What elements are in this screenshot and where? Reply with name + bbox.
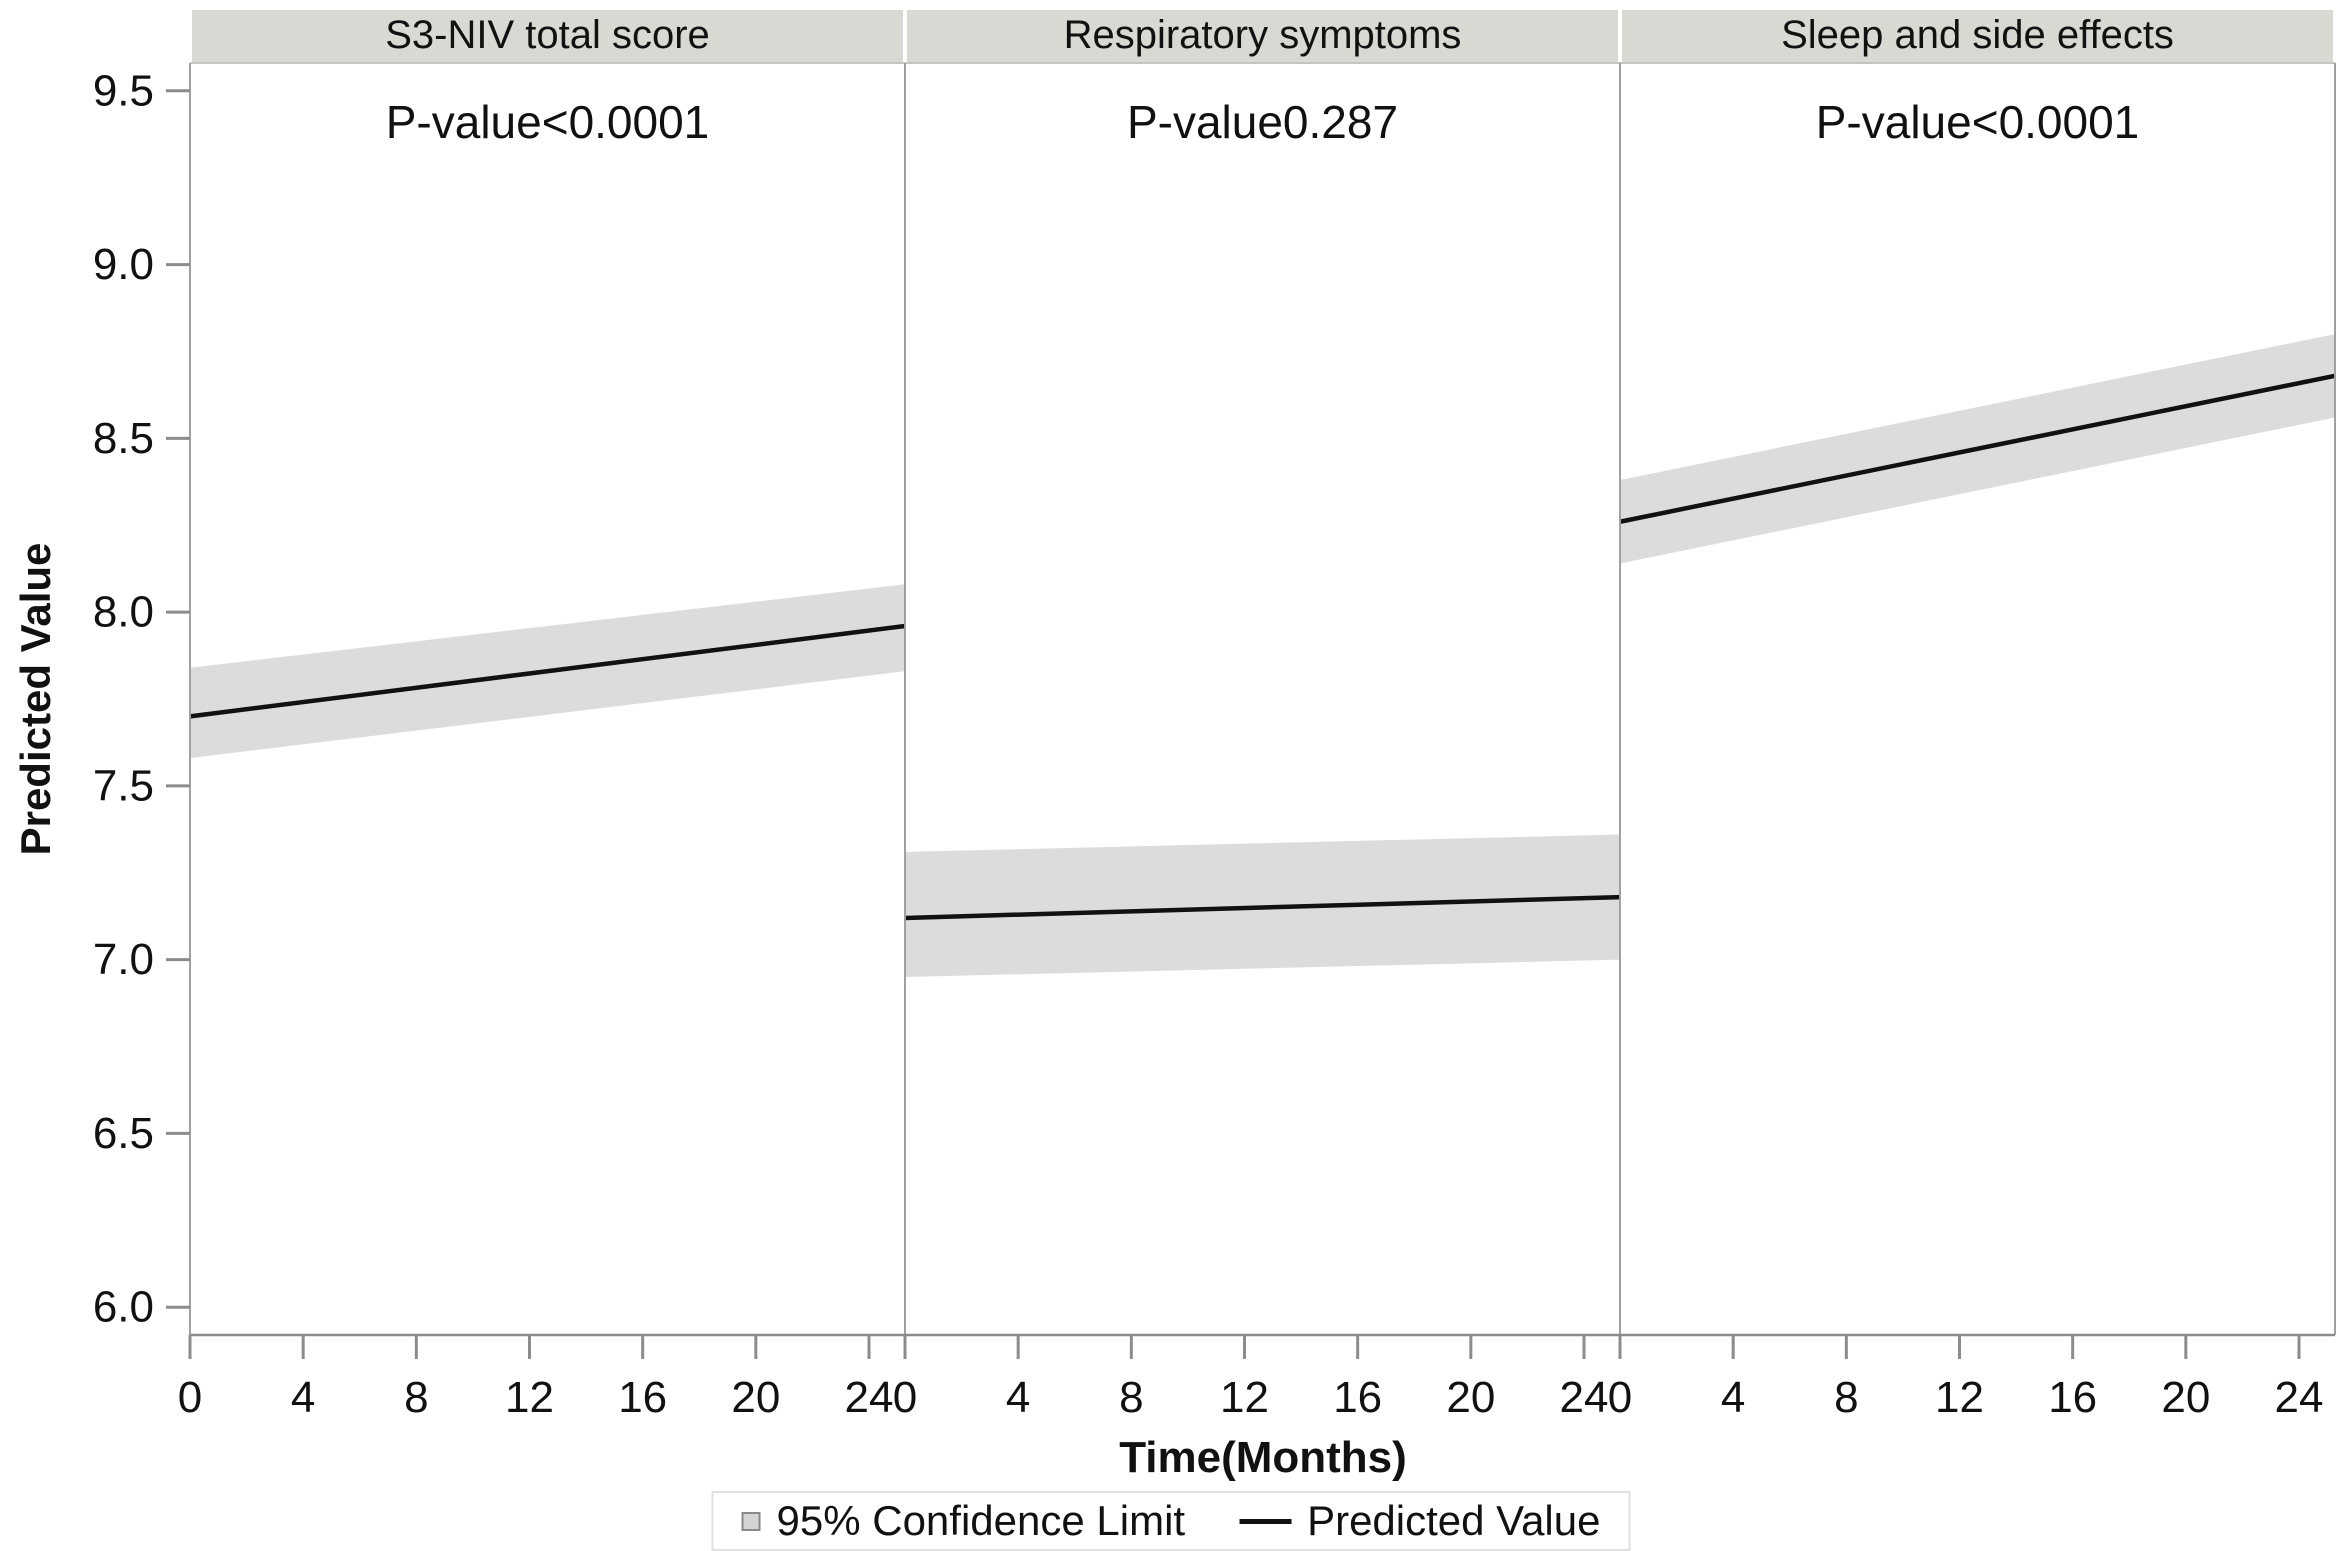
x-tick-label: 0 [893,1373,917,1422]
p-value-label: P-value<0.0001 [386,96,710,148]
x-tick-label: 4 [1006,1373,1030,1422]
p-value-label: P-value<0.0001 [1816,96,2140,148]
y-tick-label: 8.0 [93,588,154,637]
x-tick-label: 20 [1446,1373,1495,1422]
x-tick-label: 12 [1220,1373,1269,1422]
x-tick-label: 12 [1935,1373,1984,1422]
panel-header-bg [907,10,1618,63]
y-axis-title: Predicted Value [12,542,59,856]
legend-ci-label: 95% Confidence Limit [776,1497,1186,1544]
x-tick-label: 24 [845,1373,894,1422]
panel-title: Respiratory symptoms [1064,13,1462,57]
x-tick-label: 24 [1560,1373,1609,1422]
x-tick-label: 0 [1608,1373,1632,1422]
y-tick-label: 9.5 [93,66,154,115]
confidence-band-marker-icon [741,1511,761,1531]
panel-header-bg [1622,10,2333,63]
x-tick-label: 4 [1721,1373,1745,1422]
panel-header-bg [192,10,903,63]
x-tick-label: 0 [178,1373,202,1422]
x-tick-label: 4 [291,1373,315,1422]
predicted-line [904,894,1621,921]
legend-item-confidence: 95% Confidence Limit [741,1497,1186,1545]
x-tick-label: 8 [1834,1373,1858,1422]
x-tick-label: 16 [618,1373,667,1422]
x-tick-label: 24 [2275,1373,2324,1422]
p-value-label: P-value0.287 [1127,96,1398,148]
y-tick-label: 7.5 [93,761,154,810]
y-tick-label: 9.0 [93,240,154,289]
x-tick-label: 20 [2161,1373,2210,1422]
x-tick-label: 12 [505,1373,554,1422]
y-tick-label: 6.5 [93,1109,154,1158]
x-tick-label: 8 [404,1373,428,1422]
legend-line-label: Predicted Value [1307,1497,1601,1544]
legend-item-predicted: Predicted Value [1239,1497,1600,1545]
y-tick-label: 7.0 [93,935,154,984]
x-tick-label: 20 [731,1373,780,1422]
y-tick-label: 8.5 [93,414,154,463]
x-tick-label: 16 [2048,1373,2097,1422]
predicted-line [189,623,906,719]
panel-title: S3-NIV total score [385,13,710,57]
predicted-line-marker-icon [1239,1518,1292,1524]
x-tick-label: 8 [1119,1373,1143,1422]
x-tick-label: 16 [1333,1373,1382,1422]
legend: 95% Confidence Limit Predicted Value [711,1491,1631,1551]
panel-title: Sleep and side effects [1781,13,2174,57]
predicted-line [1619,373,2336,524]
x-axis-title: Time(Months) [1119,1433,1407,1482]
y-tick-label: 6.0 [93,1283,154,1332]
